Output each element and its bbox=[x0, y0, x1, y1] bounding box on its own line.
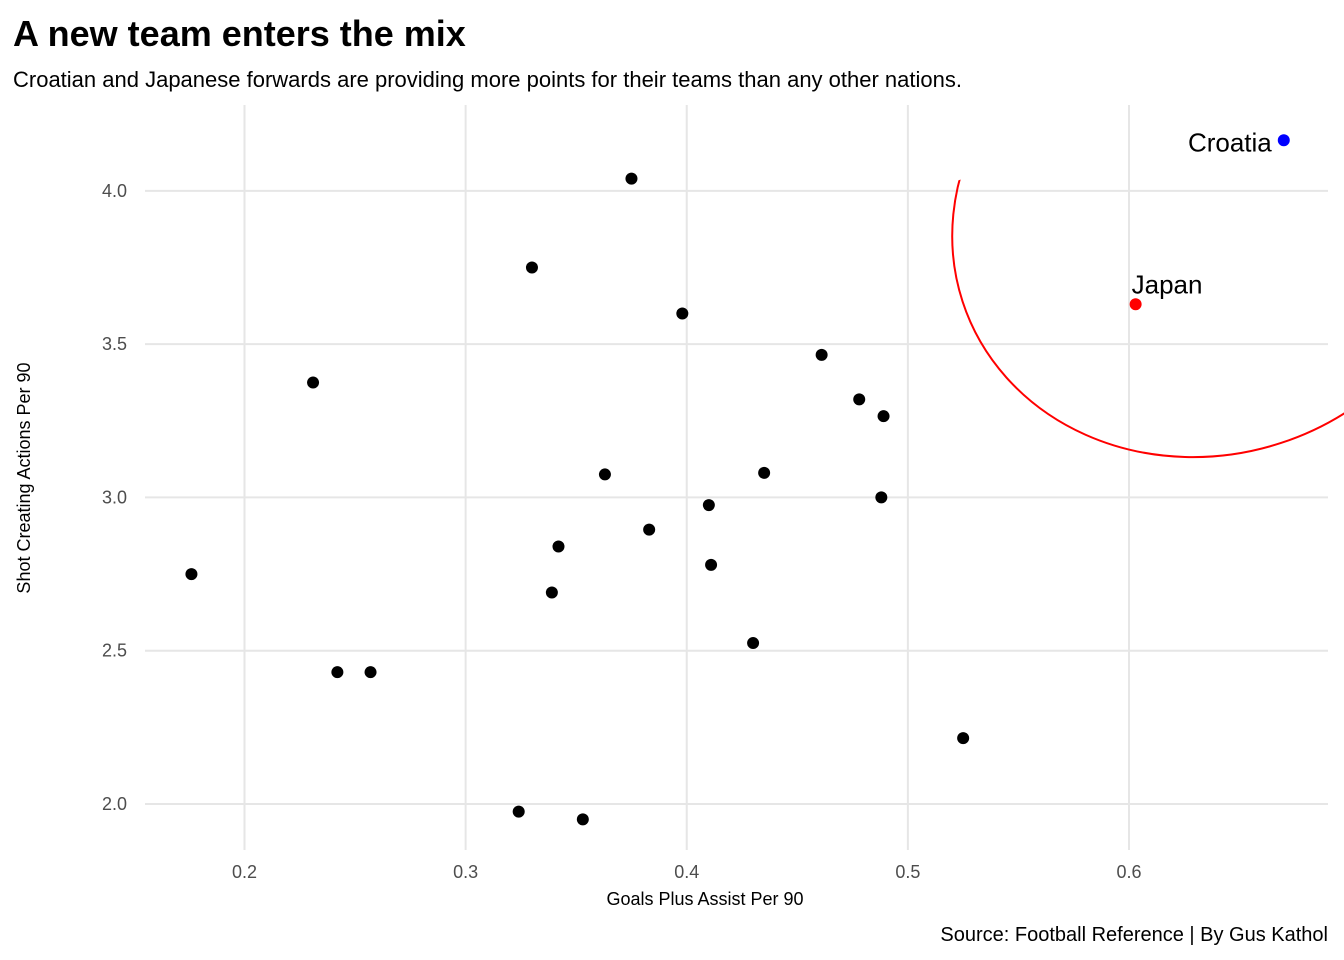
data-point bbox=[545, 586, 558, 599]
data-points bbox=[185, 172, 970, 826]
data-point bbox=[758, 466, 771, 479]
data-point-japan bbox=[1129, 298, 1142, 311]
chart-caption: Source: Football Reference | By Gus Kath… bbox=[940, 924, 1328, 946]
data-point bbox=[705, 558, 718, 571]
data-point bbox=[598, 468, 611, 481]
x-tick-label: 0.4 bbox=[674, 862, 699, 882]
label-croatia: Croatia bbox=[1188, 127, 1272, 157]
data-point bbox=[676, 307, 689, 320]
highlight-ellipse-layer bbox=[951, 67, 1344, 459]
x-axis-label: Goals Plus Assist Per 90 bbox=[606, 889, 803, 909]
x-tick-label: 0.2 bbox=[232, 862, 257, 882]
y-tick-label: 4.0 bbox=[102, 181, 127, 201]
x-tick-label: 0.5 bbox=[895, 862, 920, 882]
highlight-ellipse bbox=[951, 67, 1344, 459]
data-point bbox=[957, 732, 970, 745]
data-point bbox=[643, 523, 656, 536]
data-point bbox=[512, 805, 525, 818]
y-tick-label: 3.0 bbox=[102, 487, 127, 507]
y-axis-label: Shot Creating Actions Per 90 bbox=[14, 362, 34, 593]
highlighted-points: Croatia Japan bbox=[1129, 127, 1290, 311]
data-point bbox=[815, 348, 828, 361]
data-point bbox=[877, 410, 890, 423]
data-point bbox=[702, 499, 715, 512]
y-tick-label: 3.5 bbox=[102, 334, 127, 354]
y-axis-ticks: 2.0 2.5 3.0 3.5 4.0 bbox=[102, 181, 127, 814]
data-point bbox=[185, 568, 198, 581]
y-tick-label: 2.0 bbox=[102, 794, 127, 814]
gridlines bbox=[145, 105, 1328, 850]
data-point bbox=[747, 637, 760, 650]
data-point bbox=[552, 540, 565, 553]
x-tick-label: 0.6 bbox=[1116, 862, 1141, 882]
x-tick-label: 0.3 bbox=[453, 862, 478, 882]
data-point bbox=[576, 813, 589, 826]
data-point bbox=[525, 261, 538, 274]
chart-subtitle: Croatian and Japanese forwards are provi… bbox=[13, 67, 962, 92]
data-point bbox=[875, 491, 888, 504]
x-axis-ticks: 0.2 0.3 0.4 0.5 0.6 bbox=[232, 862, 1142, 882]
chart-title: A new team enters the mix bbox=[13, 13, 466, 54]
label-japan: Japan bbox=[1132, 269, 1203, 299]
y-tick-label: 2.5 bbox=[102, 641, 127, 661]
data-point bbox=[853, 393, 866, 406]
data-point bbox=[331, 666, 344, 679]
data-point bbox=[364, 666, 377, 679]
data-point bbox=[625, 172, 638, 185]
data-point-croatia bbox=[1277, 134, 1290, 147]
data-point bbox=[307, 376, 320, 389]
